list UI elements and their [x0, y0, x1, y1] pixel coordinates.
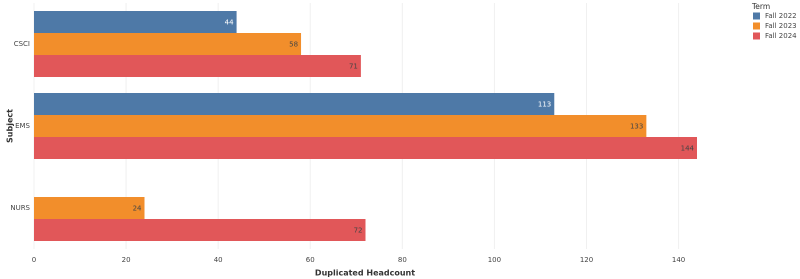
x-tick-label: 0	[32, 256, 36, 264]
value-label: 144	[681, 145, 695, 153]
bar	[34, 219, 366, 241]
bar	[34, 137, 697, 159]
bar	[34, 115, 647, 137]
y-axis-title: Subject	[6, 109, 15, 143]
x-tick-label: 60	[306, 256, 315, 264]
value-label: 113	[538, 101, 551, 109]
x-tick-label: 140	[672, 256, 685, 264]
value-label: 24	[133, 205, 142, 213]
x-tick-label: 40	[214, 256, 223, 264]
y-tick-label: CSCI	[14, 40, 30, 48]
value-label: 72	[354, 227, 363, 235]
x-tick-label: 80	[398, 256, 407, 264]
bar	[34, 197, 145, 219]
legend-label: Fall 2024	[765, 32, 797, 40]
y-tick-label: NURS	[10, 204, 30, 212]
legend-swatch	[753, 12, 760, 20]
x-tick-label: 20	[122, 256, 131, 264]
value-label: 71	[349, 63, 358, 71]
y-tick-label: EMS	[15, 122, 30, 130]
value-label: 44	[225, 19, 234, 27]
bar	[34, 33, 302, 55]
legend-swatch	[753, 32, 760, 40]
value-label: 58	[289, 41, 298, 49]
bar	[34, 93, 555, 115]
x-axis-title: Duplicated Headcount	[315, 269, 415, 278]
value-label: 133	[630, 123, 643, 131]
bar	[34, 11, 237, 33]
x-tick-label: 100	[488, 256, 501, 264]
legend-label: Fall 2022	[765, 12, 797, 20]
legend-swatch	[753, 22, 760, 30]
bar	[34, 55, 361, 77]
legend-title: Term	[751, 2, 770, 11]
legend-label: Fall 2023	[765, 22, 797, 30]
x-tick-label: 120	[580, 256, 593, 264]
